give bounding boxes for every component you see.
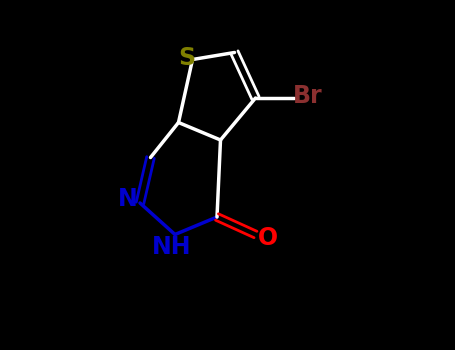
Text: NH: NH — [152, 235, 191, 259]
Text: O: O — [258, 226, 278, 250]
Text: N: N — [118, 188, 137, 211]
Text: S: S — [179, 46, 196, 70]
Text: Br: Br — [293, 84, 323, 108]
